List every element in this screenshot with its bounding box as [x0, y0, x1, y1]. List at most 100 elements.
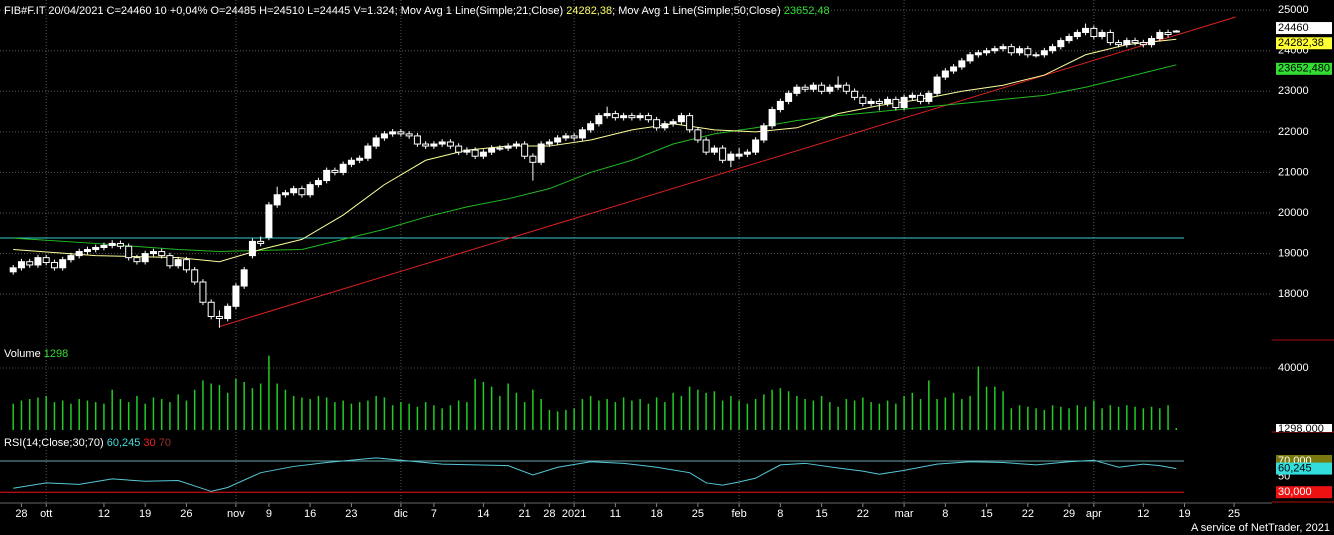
- candle-body: [686, 115, 694, 131]
- volume-bar: [408, 403, 410, 430]
- volume-bar: [573, 408, 575, 430]
- volume-bar: [523, 402, 526, 430]
- candle-body: [1115, 42, 1123, 46]
- candle-body: [141, 253, 149, 263]
- volume-bar: [1002, 391, 1004, 430]
- volume-bar: [1109, 405, 1112, 430]
- volume-bar: [796, 395, 798, 430]
- volume-bar: [969, 395, 971, 430]
- header-segment: Volume: [4, 348, 44, 360]
- y-tick-label: 18000: [1278, 288, 1309, 300]
- volume-bar: [309, 399, 311, 430]
- candle-body: [867, 100, 875, 104]
- volume-bar: [598, 400, 600, 430]
- candle-body: [306, 184, 314, 196]
- volume-bar: [292, 395, 295, 430]
- rsi-tick-label: 30,000: [1278, 486, 1312, 498]
- y-tick-label: 23000: [1278, 85, 1309, 97]
- candle-body: [562, 135, 570, 139]
- volume-bar: [45, 395, 47, 430]
- x-tick-label: 12: [1137, 508, 1149, 520]
- candle-body: [702, 139, 710, 153]
- candle-body: [364, 145, 372, 159]
- candle-body: [958, 60, 966, 68]
- volume-bar: [994, 386, 996, 430]
- volume-bar: [144, 403, 146, 430]
- candle-body: [974, 52, 982, 56]
- volume-bar: [70, 403, 72, 430]
- x-tick-label: 14: [477, 508, 489, 520]
- x-tick-label: ott: [40, 508, 52, 520]
- candle-body: [224, 305, 232, 319]
- candle-body: [59, 259, 67, 269]
- volume-bar: [886, 400, 889, 430]
- candle-body: [422, 143, 430, 147]
- volume-bar: [911, 392, 914, 430]
- header-segment: 70: [156, 437, 171, 449]
- volume-bar: [903, 395, 905, 430]
- x-tick-label: apr: [1086, 508, 1102, 520]
- y-tick-label: 22000: [1278, 126, 1309, 138]
- candle-body: [1098, 31, 1106, 38]
- volume-bar: [152, 397, 155, 430]
- candle-body: [273, 194, 281, 206]
- candle-body: [727, 153, 735, 161]
- volume-bar: [672, 392, 674, 430]
- volume-bar: [1101, 408, 1103, 430]
- candle-body: [1156, 31, 1164, 40]
- volume-bar: [614, 402, 617, 430]
- candle-body: [578, 129, 586, 139]
- candle-body: [900, 96, 908, 109]
- x-tick-label: 21: [519, 508, 531, 520]
- x-tick-label: 2021: [562, 508, 586, 520]
- volume-bar: [433, 405, 435, 430]
- volume-bar: [136, 395, 138, 430]
- header-segment: 60,245: [107, 437, 141, 449]
- volume-bar: [944, 397, 947, 430]
- candle-body: [405, 133, 413, 137]
- volume-bar: [647, 403, 650, 430]
- volume-bar: [482, 381, 485, 430]
- volume-bar: [730, 395, 732, 430]
- candle-body: [389, 131, 397, 135]
- volume-bar: [466, 402, 468, 430]
- candle-body: [983, 50, 991, 54]
- candle-body: [628, 115, 636, 119]
- header-segment: ; Mov Avg 1 Line(Simple;50;Close): [612, 5, 784, 17]
- volume-bar: [1117, 406, 1120, 430]
- candle-body: [966, 54, 974, 62]
- volume-bar: [738, 400, 740, 430]
- close-label: 24460: [1278, 22, 1309, 34]
- candle-body: [521, 143, 529, 157]
- volume-bar: [53, 402, 56, 430]
- x-tick-label: 28: [543, 508, 555, 520]
- candle-body: [570, 135, 578, 139]
- candle-body: [207, 301, 215, 317]
- volume-bar: [127, 402, 130, 430]
- volume-bar: [565, 409, 567, 430]
- volume-bar: [655, 397, 658, 430]
- volume-bar: [259, 383, 262, 430]
- volume-bar: [705, 392, 707, 430]
- x-tick-label: 15: [815, 508, 827, 520]
- candle-body: [950, 66, 958, 72]
- x-tick-label: 28: [15, 508, 27, 520]
- candle-body: [42, 257, 50, 264]
- candle-body: [801, 86, 809, 90]
- candle-body: [529, 155, 537, 163]
- x-tick-label: 26: [180, 508, 192, 520]
- x-tick-label: 23: [345, 508, 357, 520]
- volume-bar: [895, 403, 897, 430]
- volume-bar: [507, 383, 509, 430]
- candle-body: [446, 141, 454, 147]
- candle-body: [1065, 36, 1073, 42]
- volume-bar: [342, 400, 344, 430]
- close-label-box: [1276, 22, 1332, 35]
- candle-body: [413, 135, 421, 145]
- candle-body: [83, 249, 91, 253]
- volume-bar: [721, 400, 724, 430]
- volume-bar: [185, 400, 188, 430]
- volume-bar: [111, 389, 113, 430]
- volume-bar: [61, 400, 64, 430]
